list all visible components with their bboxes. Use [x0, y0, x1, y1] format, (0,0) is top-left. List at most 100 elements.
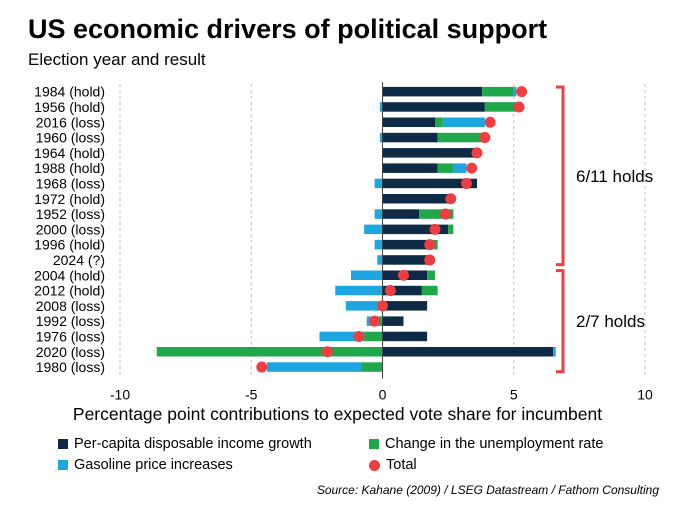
category-label: 2008 (loss)	[36, 298, 105, 314]
bar-gasoline	[553, 347, 556, 357]
group-bracket	[556, 85, 565, 267]
bar-gasoline	[453, 163, 467, 173]
x-axis-title: Percentage point contributions to expect…	[72, 404, 603, 424]
legend-label-unemployment: Change in the unemployment rate	[385, 436, 604, 452]
bar-income	[382, 86, 483, 97]
bar-unemployment	[364, 331, 383, 342]
category-label: 1972 (hold)	[34, 191, 105, 207]
total-marker	[513, 101, 525, 113]
total-marker	[466, 162, 478, 174]
bar-unemployment	[484, 102, 517, 112]
bar-gasoline	[379, 102, 383, 112]
total-marker	[424, 239, 436, 251]
legend-item-total: Total	[369, 457, 417, 473]
bar-gasoline	[345, 301, 380, 311]
category-label: 1976 (loss)	[36, 328, 105, 344]
bar-income	[382, 255, 428, 265]
legend-swatch-unemployment	[369, 439, 379, 449]
total-marker	[424, 254, 436, 266]
bar-income	[382, 117, 435, 127]
legend-item-income: Per-capita disposable income growth	[58, 436, 312, 452]
legend-swatch-gasoline	[58, 460, 68, 470]
chart-subtitle: Election year and result	[28, 50, 206, 69]
bar-income	[382, 178, 477, 189]
bar-unemployment	[435, 117, 443, 127]
bar-gasoline	[377, 255, 383, 265]
bar-income	[382, 285, 422, 296]
total-marker	[321, 346, 333, 358]
legend-label-gasoline: Gasoline price increases	[74, 457, 233, 473]
bar-income	[382, 132, 438, 143]
x-tick-label: 0	[379, 387, 387, 400]
bar-unemployment	[156, 347, 383, 357]
bar-gasoline	[374, 178, 383, 189]
total-marker	[461, 177, 472, 189]
total-marker	[471, 147, 483, 159]
group-bracket	[556, 269, 565, 374]
bar-gasoline	[364, 224, 383, 235]
bar-gasoline	[513, 86, 517, 97]
category-label: 1964 (hold)	[34, 145, 105, 161]
category-label: 1980 (loss)	[36, 359, 105, 375]
total-marker	[429, 223, 441, 235]
group-brackets: 6/11 holds 2/7 holds	[556, 85, 653, 374]
legend-label-income: Per-capita disposable income growth	[74, 436, 312, 452]
bar-income	[382, 163, 438, 173]
category-label: 2020 (loss)	[36, 344, 105, 360]
x-tick-label: -5	[245, 387, 258, 400]
category-label: 1988 (hold)	[34, 160, 105, 176]
total-marker	[479, 132, 491, 144]
total-marker	[398, 269, 409, 281]
legend: Per-capita disposable income growth Chan…	[58, 436, 658, 480]
category-label: 1960 (loss)	[36, 130, 105, 146]
bar-unemployment	[437, 163, 454, 173]
legend-label-total: Total	[386, 457, 417, 473]
total-markers	[256, 86, 528, 373]
x-tick-label: 5	[510, 387, 518, 400]
bar-income	[382, 301, 428, 311]
category-label: 1996 (hold)	[34, 237, 105, 253]
category-label: 2000 (loss)	[36, 221, 105, 237]
category-label: 1992 (loss)	[36, 313, 105, 329]
bar-gasoline	[319, 331, 365, 342]
x-tick-label: 10	[637, 387, 653, 400]
bar-income	[382, 102, 485, 112]
bar-income	[382, 347, 554, 357]
legend-swatch-total	[369, 459, 380, 471]
bar-unemployment	[448, 224, 454, 235]
category-label: 1956 (hold)	[34, 99, 105, 115]
bar-gasoline	[374, 239, 383, 250]
category-label: 1984 (hold)	[34, 84, 105, 100]
bar-gasoline	[267, 362, 362, 372]
bar-income	[382, 224, 449, 235]
chart-title: US economic drivers of political support	[28, 14, 548, 44]
bar-unemployment	[427, 270, 435, 280]
group-annotation: 6/11 holds	[576, 167, 653, 186]
total-marker	[377, 300, 388, 312]
legend-swatch-income	[58, 439, 68, 449]
x-tick-label: -10	[110, 387, 130, 400]
total-marker	[516, 86, 528, 98]
bar-gasoline	[442, 117, 485, 127]
category-label: 2012 (hold)	[34, 283, 105, 299]
legend-item-gasoline: Gasoline price increases	[58, 457, 233, 473]
bar-income	[382, 148, 475, 158]
bar-unemployment	[482, 86, 514, 97]
group-annotation: 2/7 holds	[576, 312, 645, 331]
bar-gasoline	[351, 270, 383, 280]
category-label: 2004 (hold)	[34, 267, 105, 283]
legend-item-unemployment: Change in the unemployment rate	[369, 436, 603, 452]
bar-unemployment	[361, 362, 383, 372]
bar-income	[382, 316, 404, 326]
total-marker	[353, 330, 365, 342]
category-label: 2024 (?)	[53, 252, 105, 268]
bar-gasoline	[335, 285, 383, 296]
bar-gasoline	[379, 132, 383, 143]
category-label: 2016 (loss)	[36, 114, 105, 130]
category-labels: 1984 (hold)1956 (hold)2016 (loss)1960 (l…	[34, 84, 105, 375]
bar-unemployment	[437, 132, 483, 143]
bar-income	[382, 331, 428, 342]
bar-gasoline	[374, 209, 383, 219]
bar-unemployment	[419, 209, 454, 219]
bar-unemployment	[421, 285, 438, 296]
